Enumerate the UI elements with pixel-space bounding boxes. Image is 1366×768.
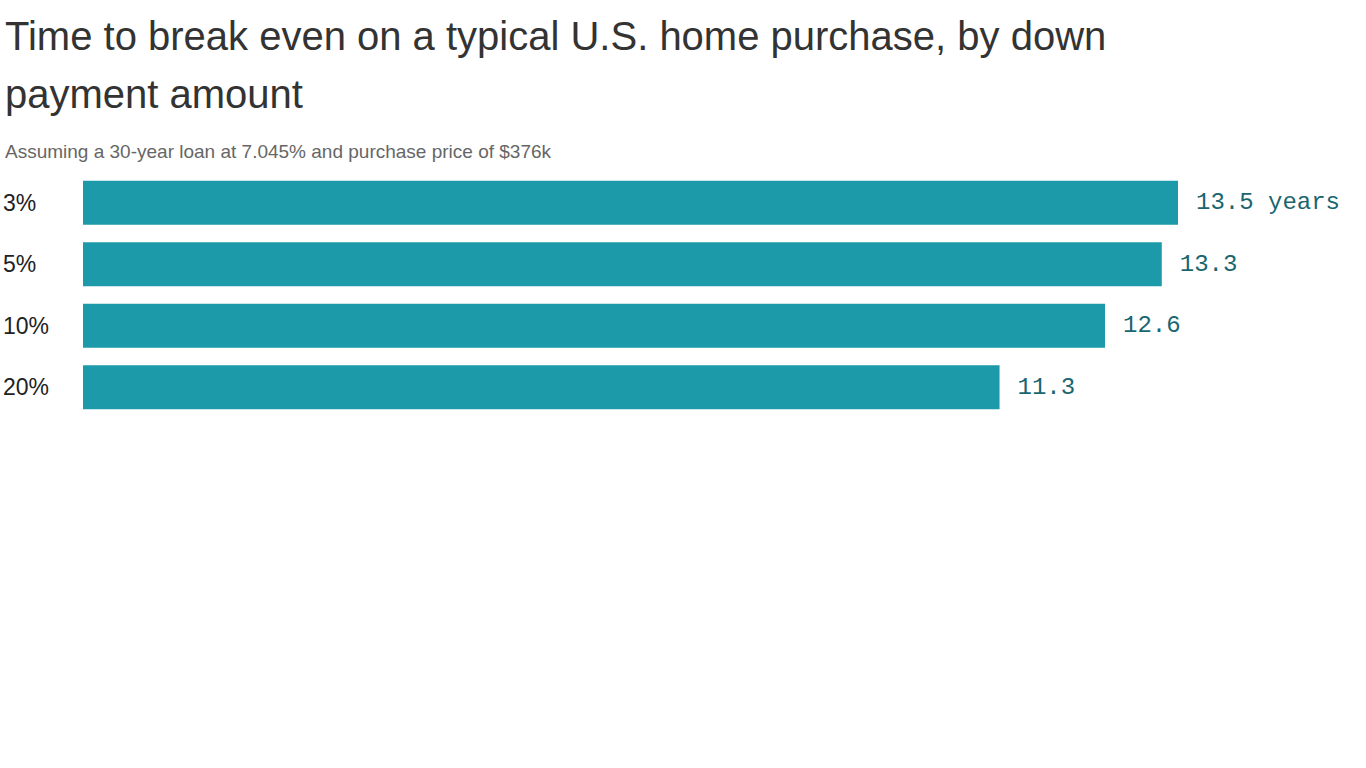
svg-text:13.3: 13.3: [1180, 251, 1238, 278]
svg-text:11.3: 11.3: [1018, 374, 1076, 401]
svg-text:13.5 years: 13.5 years: [1196, 189, 1340, 216]
svg-text:10%: 10%: [3, 313, 49, 339]
svg-text:3%: 3%: [3, 190, 36, 216]
svg-text:5%: 5%: [3, 251, 36, 277]
svg-text:Time to break even on a typica: Time to break even on a typical U.S. hom…: [5, 14, 1117, 58]
svg-text:12.6: 12.6: [1123, 312, 1181, 339]
svg-text:Assuming a 30-year loan at 7.0: Assuming a 30-year loan at 7.045% and pu…: [5, 141, 552, 162]
svg-text:payment amount: payment amount: [5, 72, 303, 116]
svg-text:20%: 20%: [3, 374, 49, 400]
